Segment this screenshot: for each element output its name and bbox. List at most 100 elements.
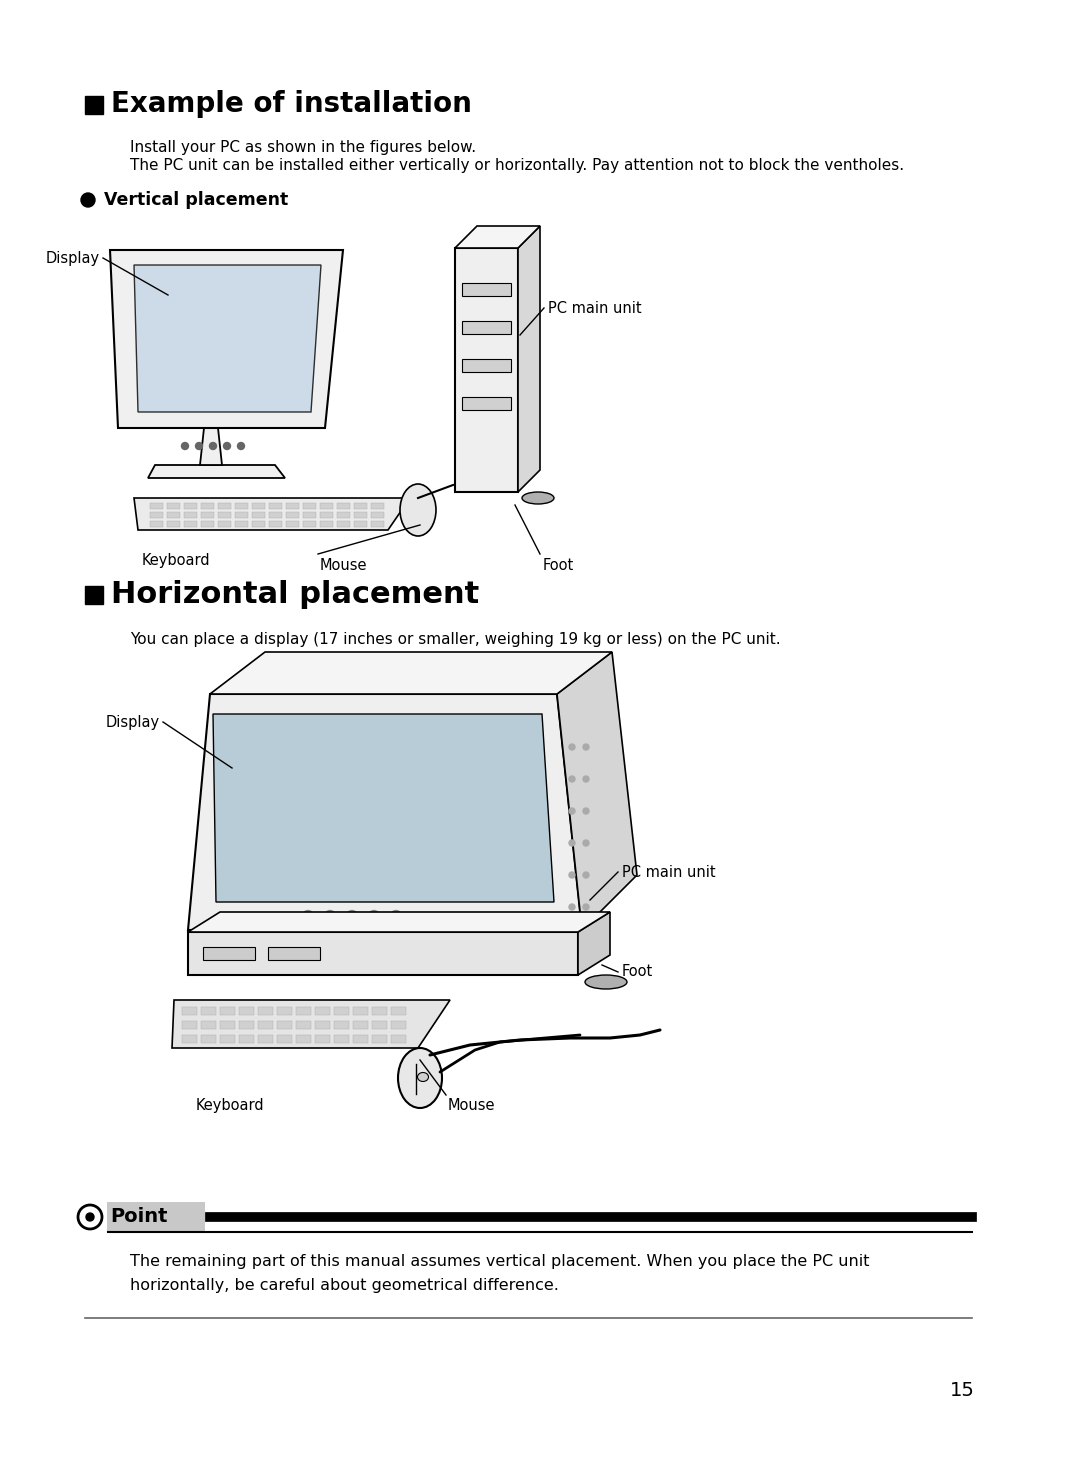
Bar [201, 1021, 216, 1030]
Polygon shape [134, 265, 321, 412]
Bar [218, 512, 231, 518]
Bar [372, 512, 384, 518]
Bar [296, 1021, 311, 1030]
Bar [315, 1021, 330, 1030]
Bar [184, 503, 197, 509]
Bar [303, 521, 316, 527]
Bar [235, 512, 248, 518]
Bar [268, 947, 320, 961]
Bar [201, 1008, 216, 1015]
Bar [167, 512, 180, 518]
Polygon shape [213, 713, 554, 902]
Circle shape [569, 808, 575, 813]
Polygon shape [188, 912, 610, 933]
Polygon shape [148, 465, 285, 478]
Bar [462, 359, 511, 372]
Text: You can place a display (17 inches or smaller, weighing 19 kg or less) on the PC: You can place a display (17 inches or sm… [130, 633, 781, 647]
Text: Vertical placement: Vertical placement [104, 191, 288, 209]
Text: Display: Display [106, 715, 160, 730]
Bar [354, 521, 367, 527]
Bar [286, 512, 299, 518]
Bar [269, 512, 282, 518]
Bar [320, 503, 333, 509]
Bar [107, 1202, 205, 1233]
Text: Mouse: Mouse [448, 1097, 496, 1114]
Text: Install your PC as shown in the figures below.: Install your PC as shown in the figures … [130, 140, 476, 154]
Bar [183, 1021, 197, 1030]
Bar [220, 1021, 235, 1030]
Circle shape [86, 1214, 94, 1221]
Bar [391, 1036, 406, 1043]
Circle shape [181, 443, 189, 450]
Bar [372, 503, 384, 509]
Circle shape [569, 840, 575, 846]
Text: horizontally, be careful about geometrical difference.: horizontally, be careful about geometric… [130, 1278, 558, 1293]
Bar [315, 1036, 330, 1043]
Ellipse shape [399, 1047, 442, 1108]
Circle shape [583, 840, 589, 846]
Bar [235, 521, 248, 527]
Text: Example of installation: Example of installation [111, 90, 472, 118]
Bar [85, 585, 103, 605]
Bar [218, 503, 231, 509]
Circle shape [569, 777, 575, 783]
Ellipse shape [522, 491, 554, 505]
Ellipse shape [418, 1072, 429, 1081]
Bar [296, 1008, 311, 1015]
Bar [276, 1036, 292, 1043]
Bar [455, 249, 518, 491]
Circle shape [238, 443, 244, 450]
Circle shape [81, 193, 95, 207]
Bar [334, 1021, 349, 1030]
Bar [183, 1008, 197, 1015]
Circle shape [302, 911, 313, 921]
Bar [462, 282, 511, 296]
Text: Mouse: Mouse [320, 558, 367, 574]
Bar [201, 503, 214, 509]
Bar [354, 512, 367, 518]
Text: PC main unit: PC main unit [548, 300, 642, 315]
Circle shape [324, 911, 336, 921]
Polygon shape [110, 250, 343, 428]
Bar [372, 1021, 387, 1030]
Bar [372, 521, 384, 527]
Bar [203, 947, 255, 961]
Bar [201, 1036, 216, 1043]
Circle shape [569, 872, 575, 878]
Text: Foot: Foot [543, 558, 575, 574]
Circle shape [347, 911, 357, 921]
Bar [320, 512, 333, 518]
Polygon shape [557, 652, 637, 930]
Bar [220, 1008, 235, 1015]
Polygon shape [134, 499, 410, 530]
Bar [334, 1008, 349, 1015]
Circle shape [569, 936, 575, 941]
Circle shape [210, 443, 216, 450]
Circle shape [368, 911, 379, 921]
Text: Foot: Foot [622, 965, 653, 980]
Bar [201, 512, 214, 518]
Circle shape [569, 744, 575, 750]
Text: Keyboard: Keyboard [141, 553, 211, 568]
Bar [183, 1036, 197, 1043]
Bar [337, 503, 350, 509]
Polygon shape [578, 912, 610, 975]
Circle shape [583, 777, 589, 783]
Bar [258, 1036, 273, 1043]
Bar [184, 512, 197, 518]
Text: The PC unit can be installed either vertically or horizontally. Pay attention no: The PC unit can be installed either vert… [130, 157, 904, 174]
Bar [276, 1008, 292, 1015]
Ellipse shape [400, 484, 436, 535]
Bar [235, 503, 248, 509]
Bar [334, 1036, 349, 1043]
Text: Point: Point [110, 1208, 167, 1227]
Bar [353, 1036, 368, 1043]
Polygon shape [210, 652, 612, 694]
Circle shape [583, 936, 589, 941]
Polygon shape [200, 428, 222, 465]
Circle shape [583, 808, 589, 813]
Bar [353, 1008, 368, 1015]
Bar [184, 521, 197, 527]
Text: The remaining part of this manual assumes vertical placement. When you place the: The remaining part of this manual assume… [130, 1253, 869, 1269]
Bar [188, 933, 578, 975]
